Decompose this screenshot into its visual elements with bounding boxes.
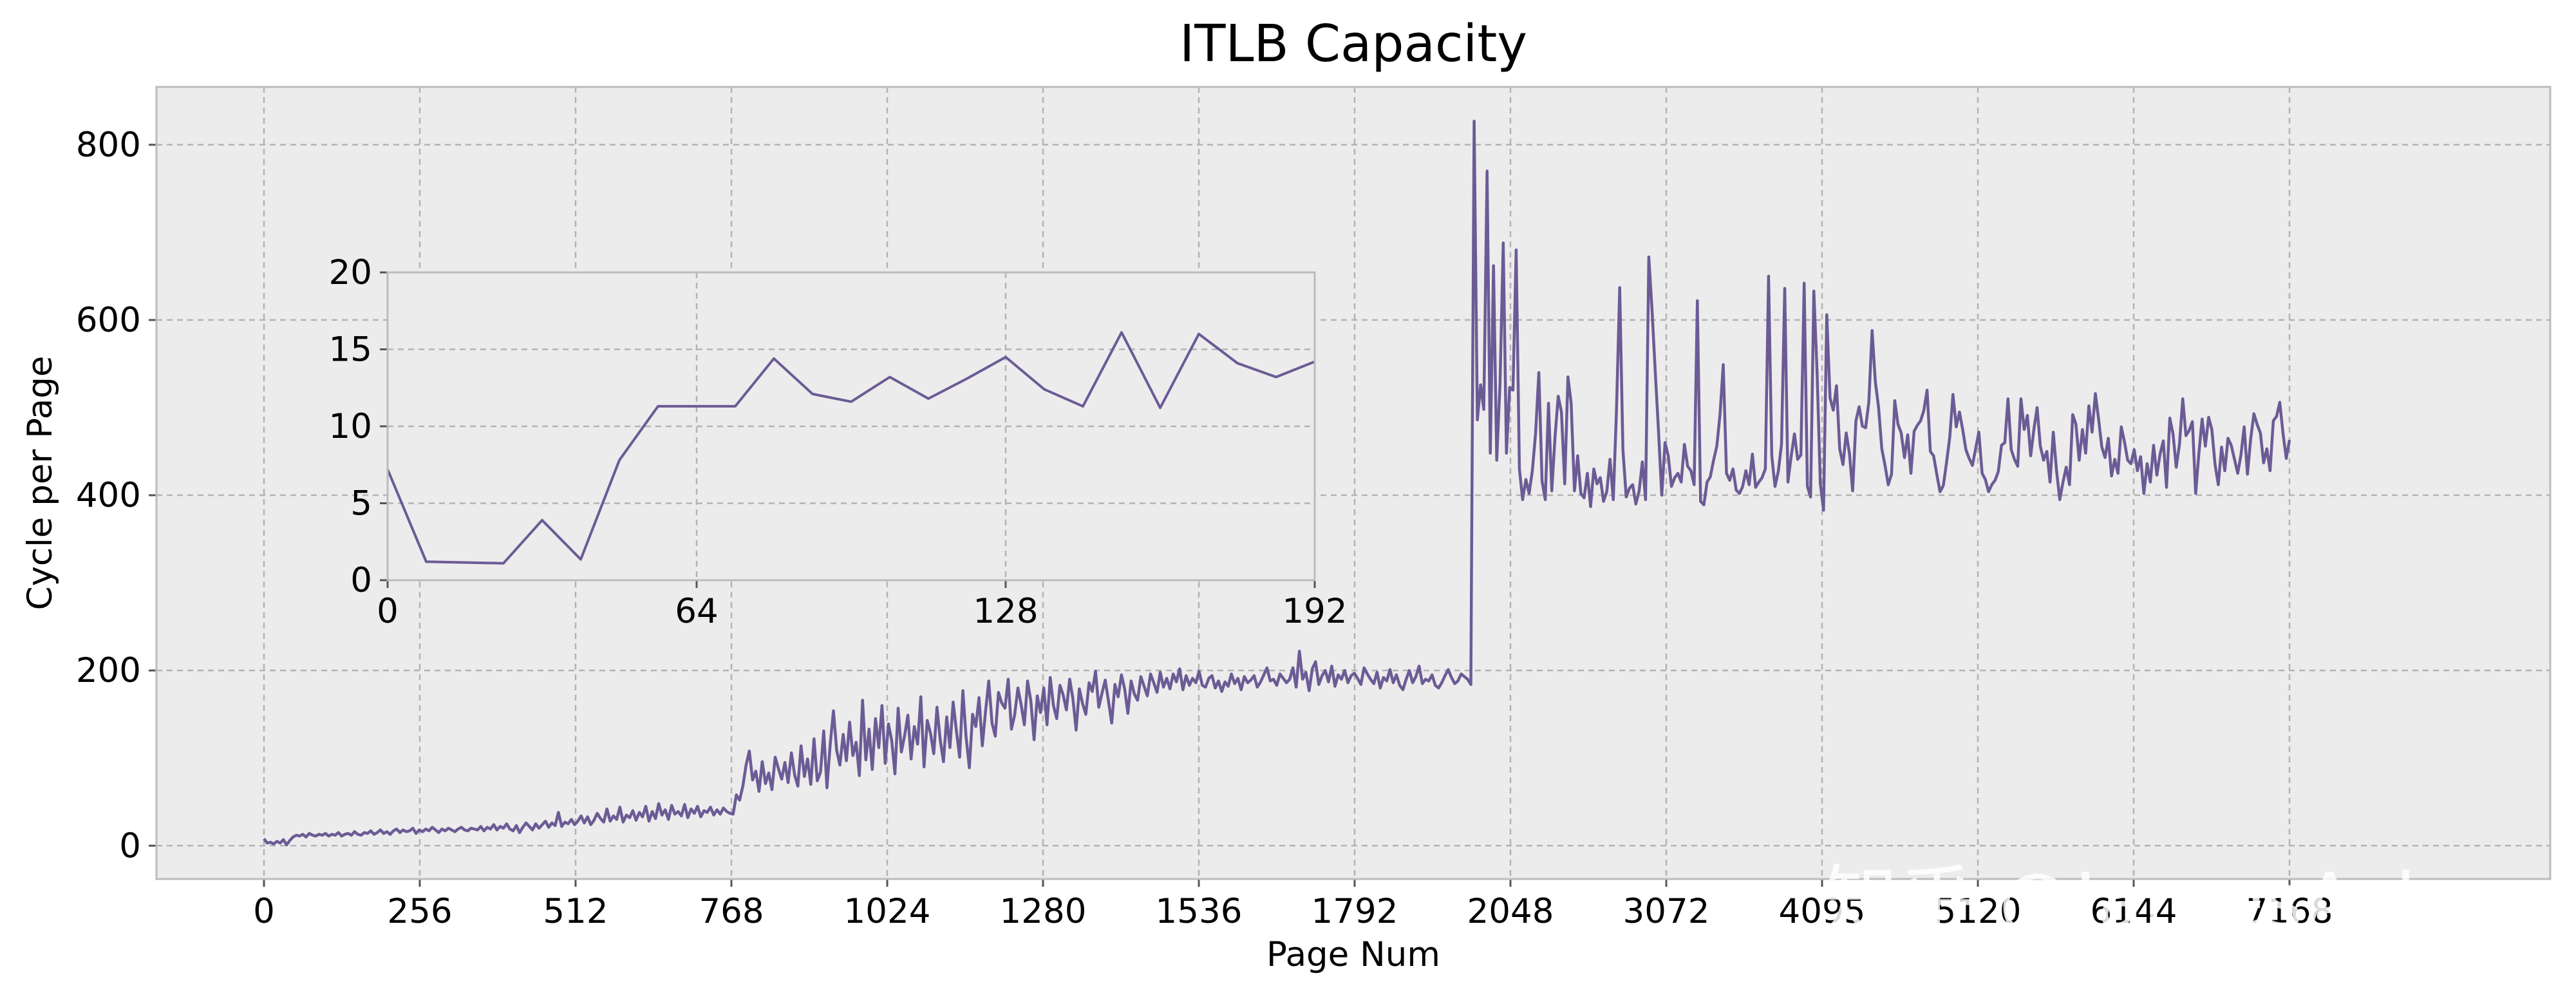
main-x-tick-label: 1280	[1000, 892, 1087, 931]
inset-series-line	[386, 331, 1315, 565]
inset-y-tick-label: 0	[350, 561, 372, 600]
main-y-tick-label: 200	[76, 651, 141, 690]
main-x-tick-label: 512	[543, 892, 608, 931]
main-y-tick-label: 800	[76, 126, 141, 165]
y-axis-label: Cycle per Page	[21, 356, 60, 610]
inset-y-tick-label: 15	[329, 330, 372, 370]
inset-y-tick-label: 5	[350, 484, 372, 524]
main-series-line	[263, 119, 2291, 847]
main-x-tick-label: 768	[699, 892, 764, 931]
inset-y-tick-label: 20	[329, 253, 372, 292]
main-x-tick-label: 4095	[1779, 892, 1866, 931]
inset-plot-frame	[386, 271, 1316, 581]
main-y-ticks: 0 200 400 600 800	[76, 126, 156, 865]
main-x-tick-label: 3072	[1623, 892, 1710, 931]
inset-x-tick-label: 64	[675, 592, 718, 631]
inset-x-ticks: 0 64 128 192	[377, 580, 1348, 631]
main-x-tick-label: 256	[387, 892, 452, 931]
main-x-tick-label: 1536	[1156, 892, 1243, 931]
inset-y-ticks: 0 5 10 15 20	[329, 253, 388, 600]
inset-y-tick-label: 10	[329, 407, 372, 446]
main-x-tick-label: 1024	[844, 892, 931, 931]
main-x-tick-label: 2048	[1467, 892, 1554, 931]
chart-title: ITLB Capacity	[1180, 14, 1527, 73]
main-y-tick-label: 600	[76, 301, 141, 340]
watermark-text: 知乎 @JamesAslan	[1822, 856, 2511, 945]
main-y-tick-label: 0	[119, 826, 141, 865]
x-axis-label: Page Num	[1266, 935, 1440, 974]
main-x-tick-label: 7168	[2246, 892, 2333, 931]
inset-x-tick-label: 192	[1282, 592, 1347, 631]
main-x-ticks: 0 256 512 768 1024 1280 1536 1792 2048 3072 4095 51…	[253, 879, 2333, 931]
main-plot-frame	[155, 86, 2552, 880]
inset-x-tick-label: 0	[377, 592, 399, 631]
main-x-tick-label: 1792	[1312, 892, 1398, 931]
main-x-tick-label: 0	[253, 892, 275, 931]
main-x-tick-label: 5120	[1935, 892, 2022, 931]
main-y-tick-label: 400	[76, 476, 141, 515]
main-x-tick-label: 6144	[2091, 892, 2177, 931]
inset-x-tick-label: 128	[973, 592, 1038, 631]
inset-axes: 0 64 128 192 0 5 10 15 20	[329, 253, 1348, 631]
